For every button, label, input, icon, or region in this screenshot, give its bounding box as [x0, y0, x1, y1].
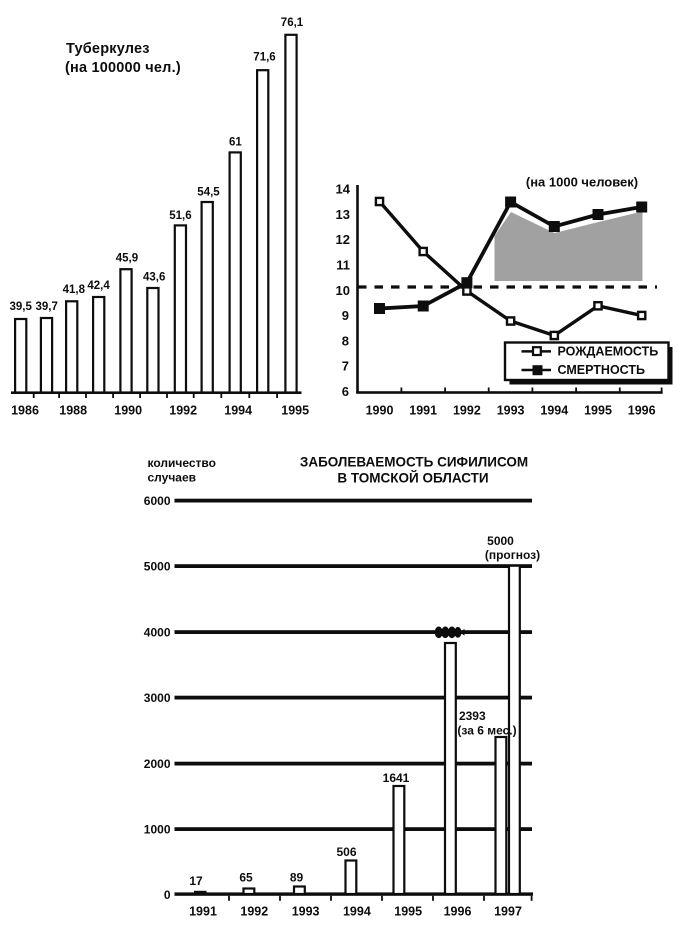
svg-text:10: 10 [336, 283, 350, 298]
svg-text:5000: 5000 [487, 534, 514, 548]
svg-text:71,6: 71,6 [253, 52, 275, 64]
svg-text:1996: 1996 [444, 905, 472, 919]
svg-text:1988: 1988 [59, 404, 87, 418]
svg-text:1992: 1992 [169, 404, 197, 418]
svg-text:42,4: 42,4 [87, 280, 110, 292]
svg-text:1994: 1994 [540, 404, 568, 418]
svg-text:45,9: 45,9 [116, 253, 138, 265]
svg-text:6000: 6000 [144, 494, 171, 508]
svg-text:12: 12 [336, 232, 350, 247]
svg-text:1990: 1990 [114, 404, 142, 418]
svg-text:5000: 5000 [144, 560, 171, 574]
svg-text:1000: 1000 [144, 823, 171, 837]
svg-text:39,7: 39,7 [36, 301, 58, 313]
svg-text:1990: 1990 [366, 404, 394, 418]
svg-text:1986: 1986 [11, 404, 39, 418]
svg-text:1992: 1992 [240, 905, 268, 919]
svg-text:1995: 1995 [281, 404, 309, 418]
svg-text:9: 9 [342, 308, 349, 323]
svg-text:65: 65 [239, 871, 253, 885]
svg-text:Туберкулез: Туберкулез [66, 41, 150, 57]
svg-text:1641: 1641 [383, 771, 410, 785]
svg-text:51,6: 51,6 [169, 210, 191, 222]
svg-text:(на 100000 чел.): (на 100000 чел.) [65, 60, 181, 76]
svg-text:89: 89 [290, 871, 304, 885]
svg-text:6: 6 [342, 384, 349, 399]
svg-text:1994: 1994 [224, 404, 252, 418]
svg-text:4000: 4000 [144, 626, 171, 640]
svg-text:14: 14 [336, 182, 351, 197]
svg-text:количество: количество [148, 456, 216, 470]
svg-text:0: 0 [164, 888, 171, 902]
svg-text:1995: 1995 [584, 404, 612, 418]
svg-text:7: 7 [342, 359, 349, 374]
svg-text:2393: 2393 [459, 709, 486, 723]
svg-text:43,6: 43,6 [143, 272, 165, 284]
svg-text:1991: 1991 [409, 404, 437, 418]
svg-text:ЗАБОЛЕВАЕМОСТЬ СИФИЛИСОМ: ЗАБОЛЕВАЕМОСТЬ СИФИЛИСОМ [300, 455, 528, 470]
svg-text:СМЕРТНОСТЬ: СМЕРТНОСТЬ [558, 363, 646, 377]
svg-text:1995: 1995 [394, 905, 422, 919]
svg-text:506: 506 [336, 845, 356, 859]
svg-text:13: 13 [336, 207, 350, 222]
svg-text:1991: 1991 [189, 905, 217, 919]
svg-text:РОЖДАЕМОСТЬ: РОЖДАЕМОСТЬ [558, 345, 659, 359]
svg-text:8: 8 [342, 333, 349, 348]
svg-text:54,5: 54,5 [197, 187, 220, 199]
svg-text:1993: 1993 [292, 905, 320, 919]
svg-text:76,1: 76,1 [281, 17, 304, 29]
svg-text:17: 17 [189, 874, 203, 888]
svg-text:1992: 1992 [453, 404, 481, 418]
svg-text:1994: 1994 [343, 905, 371, 919]
svg-text:39,5: 39,5 [10, 301, 33, 313]
svg-text:41,8: 41,8 [63, 284, 86, 296]
svg-text:1997: 1997 [494, 905, 522, 919]
svg-text:2000: 2000 [144, 757, 171, 771]
svg-text:В ТОМСКОЙ ОБЛАСТИ: В ТОМСКОЙ ОБЛАСТИ [337, 471, 488, 486]
svg-text:61: 61 [229, 137, 242, 149]
svg-text:(прогноз): (прогноз) [485, 548, 540, 562]
svg-text:3000: 3000 [144, 691, 171, 705]
svg-text:случаев: случаев [148, 471, 197, 485]
svg-text:(на 1000 человек): (на 1000 человек) [526, 175, 638, 190]
svg-text:1996: 1996 [628, 404, 656, 418]
svg-text:11: 11 [336, 258, 350, 273]
svg-text:1993: 1993 [497, 404, 525, 418]
svg-text:(за 6 мес.): (за 6 мес.) [457, 724, 516, 738]
